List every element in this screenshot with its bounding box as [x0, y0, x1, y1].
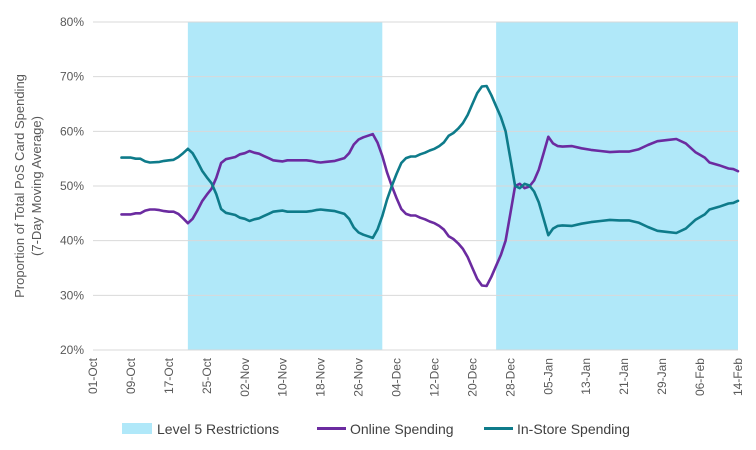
x-tick-label: 01-Oct — [86, 357, 100, 394]
y-tick-label: 70% — [60, 70, 84, 84]
x-tick-label: 09-Oct — [124, 357, 138, 394]
series-lines — [120, 84, 740, 288]
y-tick-label: 20% — [60, 343, 84, 357]
legend: Level 5 Restrictions Online Spending In-… — [122, 421, 630, 437]
x-tick-label: 29-Jan — [655, 358, 669, 395]
x-axis-ticks: 01-Oct 09-Oct 17-Oct 25-Oct 02-Nov 10-Nov 18-N… — [86, 357, 745, 396]
legend-label-online-spending: Online Spending — [350, 421, 454, 437]
x-tick-label: 18-Nov — [314, 358, 328, 397]
x-tick-label: 13-Jan — [579, 358, 593, 395]
x-tick-label: 10-Nov — [276, 358, 290, 397]
series-line-in-store-spending — [120, 84, 740, 240]
y-tick-label: 80% — [60, 15, 84, 29]
x-tick-label: 05-Jan — [541, 358, 555, 395]
x-tick-label: 12-Dec — [427, 358, 441, 397]
y-tick-label: 40% — [60, 234, 84, 248]
y-axis-ticks: 20% 30% 40% 50% 60% 70% 80% — [60, 15, 84, 357]
x-tick-label: 21-Jan — [617, 358, 631, 395]
gridlines — [93, 21, 738, 351]
legend-label-in-store-spending: In-Store Spending — [517, 421, 630, 437]
x-tick-label: 14-Feb — [731, 358, 745, 396]
x-tick-label: 26-Nov — [352, 358, 366, 397]
x-tick-label: 17-Oct — [162, 357, 176, 394]
y-tick-label: 50% — [60, 179, 84, 193]
series-line-online-spending — [120, 132, 740, 288]
y-tick-label: 60% — [60, 124, 84, 138]
x-tick-label: 25-Oct — [200, 357, 214, 394]
y-tick-label: 30% — [60, 288, 84, 302]
x-tick-label: 04-Dec — [390, 358, 404, 397]
legend-label-level-5-restrictions: Level 5 Restrictions — [157, 421, 279, 437]
y-axis-label-line-1: Proportion of Total PoS Card Spending — [12, 74, 27, 298]
x-tick-label: 28-Dec — [503, 358, 517, 397]
x-tick-label: 02-Nov — [238, 358, 252, 397]
x-tick-label: 20-Dec — [465, 358, 479, 397]
legend-swatch-level-5-restrictions — [122, 423, 152, 434]
x-tick-label: 06-Feb — [693, 358, 707, 396]
y-axis-label-line-2: (7-Day Moving Average) — [29, 116, 44, 256]
